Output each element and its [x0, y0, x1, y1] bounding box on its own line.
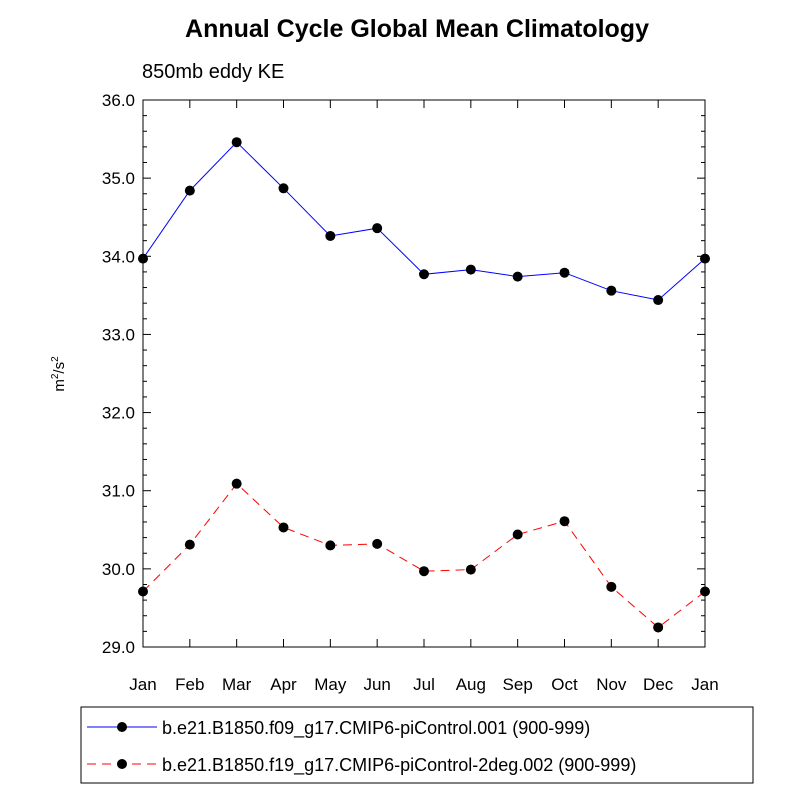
x-tick-label: May	[314, 675, 347, 694]
data-point-series-2	[138, 586, 148, 597]
y-tick-label: 32.0	[102, 404, 135, 423]
data-point-series-1	[465, 264, 476, 275]
x-tick-label: Jun	[363, 675, 390, 694]
data-point-series-2	[278, 522, 289, 533]
plot-frame	[142, 99, 706, 648]
data-point-series-2	[184, 539, 195, 550]
data-point-series-2	[512, 529, 523, 540]
x-tick-label: Feb	[175, 675, 204, 694]
data-point-series-1	[606, 285, 617, 296]
x-tick-label: Jan	[129, 675, 156, 694]
data-point-series-1	[512, 271, 523, 282]
data-point-series-1	[372, 223, 383, 234]
legend: b.e21.B1850.f09_g17.CMIP6-piControl.001 …	[80, 706, 754, 784]
data-point-series-1	[278, 183, 289, 194]
data-point-series-2	[700, 586, 710, 597]
x-tick-label: Apr	[270, 675, 297, 694]
data-point-series-2	[419, 566, 429, 577]
data-point-series-1	[700, 253, 710, 264]
x-tick-label: Mar	[222, 675, 252, 694]
data-point-series-1	[184, 185, 195, 196]
data-point-series-2	[559, 516, 570, 527]
legend-label-series-2: b.e21.B1850.f19_g17.CMIP6-piControl-2deg…	[162, 755, 636, 776]
x-tick-label: Aug	[456, 675, 486, 694]
data-point-series-1	[231, 137, 242, 148]
data-point-series-2	[653, 622, 664, 633]
data-point-series-2	[465, 564, 476, 575]
y-tick-label: 33.0	[102, 325, 135, 344]
legend-label-series-1: b.e21.B1850.f09_g17.CMIP6-piControl.001 …	[162, 718, 590, 739]
y-tick-label: 30.0	[102, 560, 135, 579]
x-tick-label: Dec	[643, 675, 674, 694]
data-point-series-2	[606, 581, 617, 592]
y-tick-label: 36.0	[102, 91, 135, 110]
data-point-series-2	[325, 540, 336, 551]
data-point-series-1	[559, 267, 570, 278]
data-point-series-1	[138, 253, 148, 264]
legend-box	[80, 706, 754, 784]
data-point-series-1	[325, 230, 336, 241]
legend-marker-series-2	[117, 759, 127, 769]
x-tick-label: Nov	[596, 675, 627, 694]
data-point-series-1	[419, 269, 429, 280]
chart-subtitle: 850mb eddy KE	[142, 61, 284, 83]
y-tick-label: 29.0	[102, 638, 135, 657]
chart-title: Annual Cycle Global Mean Climatology	[185, 15, 649, 43]
data-point-series-2	[231, 478, 242, 489]
y-axis-label: m2/s2	[50, 356, 68, 392]
x-tick-label: Jul	[413, 675, 435, 694]
x-tick-label: Sep	[503, 675, 533, 694]
y-tick-label: 34.0	[102, 247, 135, 266]
data-point-series-1	[653, 295, 664, 306]
legend-marker-series-1	[117, 722, 127, 732]
series-line-2	[142, 482, 706, 629]
x-tick-label: Jan	[691, 675, 718, 694]
y-tick-label: 31.0	[102, 482, 135, 501]
x-tick-label: Oct	[551, 675, 578, 694]
data-point-series-2	[372, 538, 383, 549]
y-tick-label: 35.0	[102, 169, 135, 188]
